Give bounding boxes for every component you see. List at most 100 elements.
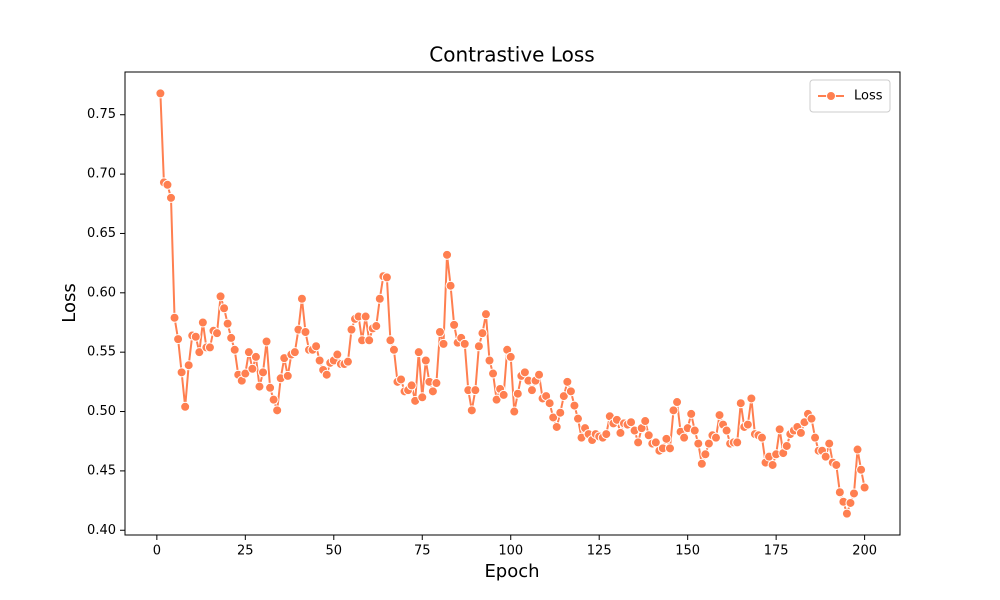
loss-marker [180,401,191,412]
x-tick-label: 200 [852,544,877,559]
loss-marker [834,487,845,498]
loss-marker [470,385,481,396]
loss-marker [371,321,382,332]
y-tick-label: 0.45 [87,463,116,478]
loss-marker [696,458,707,469]
loss-marker [258,367,269,378]
loss-marker [686,408,697,419]
loss-marker [558,391,569,402]
y-tick-label: 0.60 [87,285,116,300]
loss-marker [480,309,491,320]
loss-marker [314,355,325,366]
x-tick-label: 75 [414,544,431,559]
loss-marker [445,280,456,291]
loss-marker [473,341,484,352]
loss-marker [388,344,399,355]
loss-marker [664,443,675,454]
loss-marker [572,413,583,424]
loss-marker [254,381,265,392]
loss-marker [261,336,272,347]
loss-marker [551,421,562,432]
loss-marker [360,311,371,322]
loss-line [159,93,866,517]
loss-marker [222,318,233,329]
loss-marker [810,432,821,443]
loss-marker [831,459,842,470]
loss-marker [526,385,537,396]
loss-marker [491,394,502,405]
loss-marker [565,386,576,397]
loss-marker [166,192,177,203]
loss-marker [197,317,208,328]
loss-marker [162,179,173,190]
loss-marker [767,459,778,470]
loss-marker [417,392,428,403]
loss-marker [484,355,495,366]
loss-marker [413,347,424,358]
x-tick-label: 150 [675,544,700,559]
loss-marker [679,432,690,443]
loss-marker [219,303,230,314]
loss-marker [243,347,254,358]
loss-marker [544,398,555,409]
x-tick-label: 50 [326,544,343,559]
loss-marker [742,419,753,430]
loss-marker [721,425,732,436]
loss-marker [555,407,566,418]
loss-marker [509,406,520,417]
loss-marker [226,332,237,343]
loss-marker [703,438,714,449]
loss-marker [332,349,343,360]
loss-marker [601,429,612,440]
loss-marker [212,328,223,339]
loss-marker [406,380,417,391]
loss-marker [396,374,407,385]
loss-marker [190,331,201,342]
loss-marker [643,430,654,441]
loss-marker [215,291,226,302]
loss-marker [774,424,785,435]
loss-marker [756,432,767,443]
loss-marker [661,433,672,444]
loss-marker [626,417,637,428]
loss-marker [466,405,477,416]
y-tick-label: 0.55 [87,345,116,360]
loss-marker [856,464,867,475]
loss-marker [434,326,445,337]
legend-marker [826,91,836,101]
loss-marker [183,360,194,371]
loss-marker [732,437,743,448]
loss-marker [296,293,307,304]
loss-marker [300,326,311,337]
loss-marker [640,416,651,427]
x-tick-label: 25 [237,544,254,559]
y-tick-label: 0.65 [87,226,116,241]
loss-marker [385,335,396,346]
loss-marker [240,368,251,379]
loss-marker [548,412,559,423]
legend-label: Loss [854,89,883,104]
x-tick-label: 0 [153,544,161,559]
loss-marker [311,341,322,352]
loss-marker [746,393,757,404]
loss-marker [820,451,831,462]
x-axis-label: Epoch [484,561,539,582]
loss-marker [250,351,261,362]
loss-marker [781,440,792,451]
loss-marker [265,382,276,393]
loss-marker [459,338,470,349]
loss-marker [512,388,523,399]
loss-marker [710,432,721,443]
y-tick-label: 0.70 [87,167,116,182]
x-tick-label: 125 [587,544,612,559]
loss-marker [700,449,711,460]
loss-marker [449,319,460,330]
loss-marker [342,356,353,367]
chart-title: Contrastive Loss [429,43,594,67]
loss-marker [534,369,545,380]
loss-marker [689,425,700,436]
loss-marker [668,405,679,416]
loss-marker [672,397,683,408]
loss-marker [438,338,449,349]
